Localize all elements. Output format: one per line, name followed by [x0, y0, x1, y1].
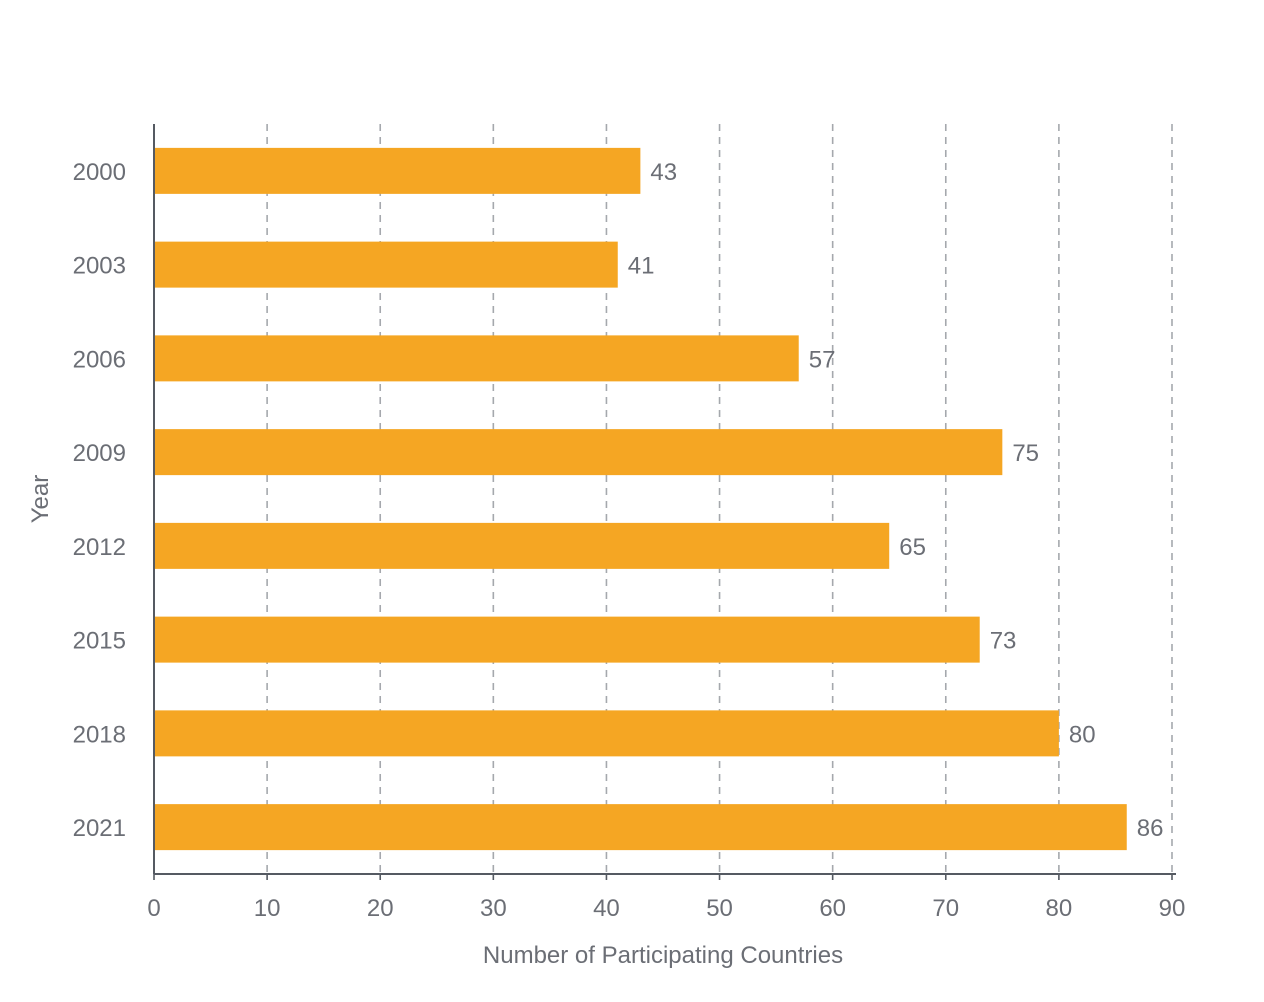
data-label-2021: 86: [1137, 815, 1164, 842]
x-tick-label-30: 30: [480, 895, 507, 922]
axes: [153, 124, 1176, 875]
x-tick-label-90: 90: [1159, 895, 1186, 922]
data-label-2012: 65: [899, 534, 926, 561]
y-tick-label-2000: 2000: [73, 159, 126, 186]
bar-2021: [154, 804, 1127, 851]
data-label-2009: 75: [1012, 440, 1039, 467]
bar-2018: [154, 710, 1059, 757]
grid-lines: [266, 124, 1173, 874]
y-axis-title: Year: [27, 475, 54, 524]
x-tick-labels: 0 10 20 30 40 50 60 70 80 90: [147, 874, 1185, 922]
y-tick-label-2009: 2009: [73, 440, 126, 467]
x-tick-label-70: 70: [932, 895, 959, 922]
data-labels: 43 41 57 75 65 73 80 86: [628, 159, 1164, 842]
y-tick-label-2021: 2021: [73, 815, 126, 842]
bar-2009: [154, 429, 1003, 476]
data-label-2018: 80: [1069, 721, 1096, 748]
y-tick-label-2006: 2006: [73, 346, 126, 373]
bar-2000: [154, 147, 641, 194]
x-tick-label-80: 80: [1046, 895, 1073, 922]
data-label-2000: 43: [650, 159, 677, 186]
data-label-2006: 57: [809, 346, 836, 373]
x-tick-label-20: 20: [367, 895, 394, 922]
data-label-2003: 41: [628, 253, 655, 280]
bar-2012: [154, 522, 890, 569]
y-tick-label-2018: 2018: [73, 721, 126, 748]
x-axis-title: Number of Participating Countries: [483, 942, 843, 969]
bar-2015: [154, 616, 980, 663]
x-tick-label-40: 40: [593, 895, 620, 922]
y-tick-label-2003: 2003: [73, 253, 126, 280]
data-label-2015: 73: [990, 628, 1017, 655]
bars: [154, 147, 1127, 851]
x-tick-label-60: 60: [819, 895, 846, 922]
y-tick-label-2015: 2015: [73, 628, 126, 655]
bar-2003: [154, 241, 618, 288]
y-tick-labels: 2000 2003 2006 2009 2012 2015 2018 2021: [73, 159, 126, 842]
bar-2006: [154, 335, 799, 382]
x-tick-label-10: 10: [254, 895, 281, 922]
y-tick-label-2012: 2012: [73, 534, 126, 561]
x-tick-label-0: 0: [147, 895, 160, 922]
x-tick-label-50: 50: [706, 895, 733, 922]
